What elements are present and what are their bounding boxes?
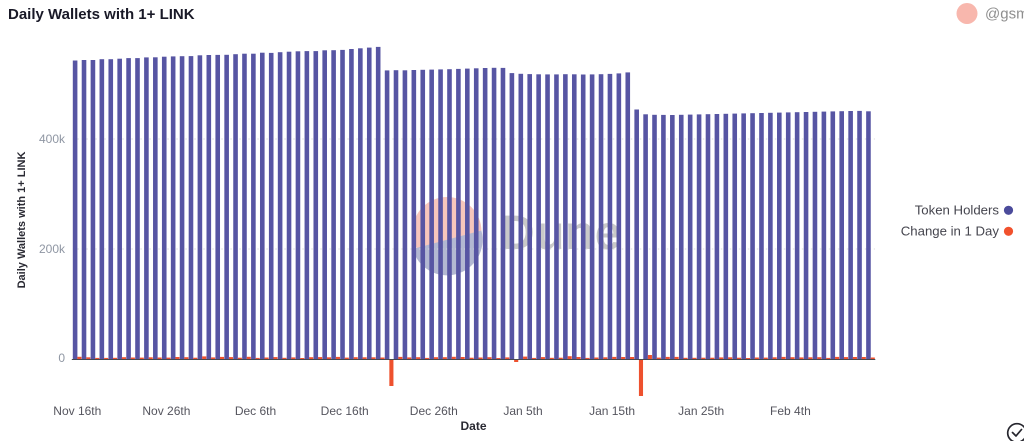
svg-text:Dec 6th: Dec 6th: [235, 404, 276, 418]
svg-text:Jan 25th: Jan 25th: [678, 404, 724, 418]
svg-text:Date: Date: [460, 419, 486, 433]
svg-text:Feb 4th: Feb 4th: [770, 404, 811, 418]
svg-text:Jan 5th: Jan 5th: [503, 404, 542, 418]
svg-text:Daily Wallets with 1+ LINK: Daily Wallets with 1+ LINK: [8, 6, 195, 23]
svg-text:Daily Wallets with 1+ LINK: Daily Wallets with 1+ LINK: [16, 152, 28, 289]
svg-text:200k: 200k: [39, 242, 66, 256]
svg-text:Dec 26th: Dec 26th: [410, 404, 458, 418]
svg-text:Change in 1 Day: Change in 1 Day: [901, 224, 1000, 239]
svg-text:0: 0: [58, 351, 65, 365]
svg-text:Nov 26th: Nov 26th: [142, 404, 190, 418]
svg-text:Nov 16th: Nov 16th: [53, 404, 101, 418]
svg-text:Dune: Dune: [500, 207, 622, 260]
svg-text:400k: 400k: [39, 132, 66, 146]
svg-text:Token Holders: Token Holders: [915, 203, 1000, 218]
svg-text:Dec 16th: Dec 16th: [321, 404, 369, 418]
svg-text:Jan 15th: Jan 15th: [589, 404, 635, 418]
svg-text:@gsmeem: @gsmeem: [985, 6, 1024, 23]
